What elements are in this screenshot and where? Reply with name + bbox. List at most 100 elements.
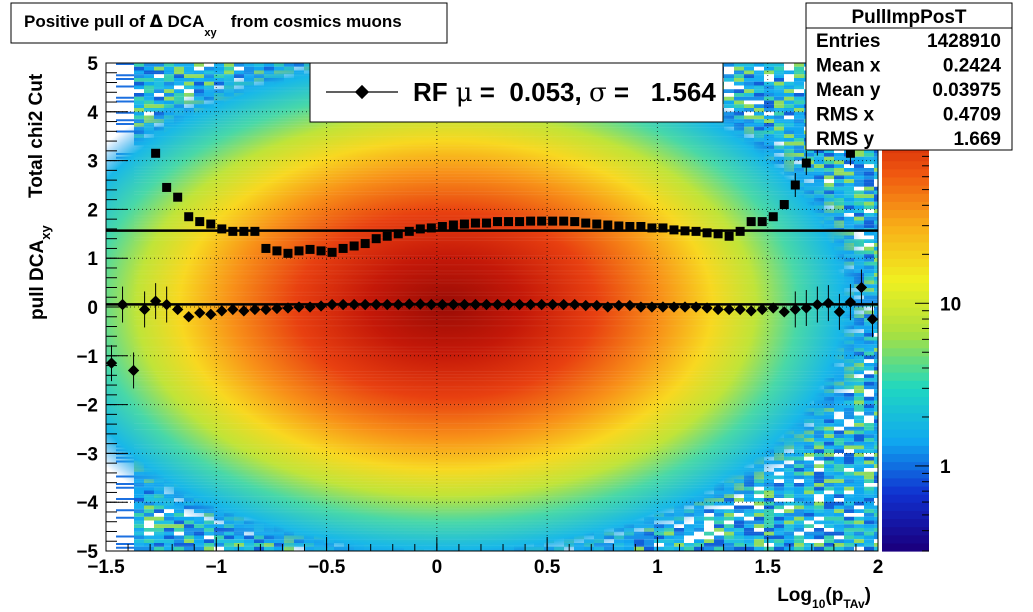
- mean-point: [833, 306, 846, 318]
- mean-point: [260, 303, 272, 316]
- rms-point: [338, 243, 348, 253]
- mean-point: [811, 298, 823, 311]
- rms-point: [658, 223, 668, 233]
- mean-point: [293, 301, 305, 313]
- x-tick-label: 0: [432, 557, 443, 578]
- mean-point: [315, 300, 327, 312]
- mean-point: [558, 298, 570, 311]
- rms-point: [614, 221, 624, 231]
- stats-label: RMS y: [816, 129, 875, 150]
- x-tick-label: 2: [873, 557, 884, 578]
- x-tick-label: 0.5: [534, 557, 561, 578]
- rms-point: [669, 225, 679, 235]
- mean-point: [249, 303, 261, 316]
- title-box: [10, 2, 448, 44]
- mean-point: [679, 301, 691, 313]
- rms-point: [515, 217, 525, 227]
- y-tick-label: 0: [87, 298, 98, 319]
- stats-label: Mean x: [816, 56, 881, 77]
- rms-point: [228, 226, 238, 236]
- y-tick-label: 3: [87, 152, 98, 173]
- rms-point: [437, 221, 447, 231]
- mean-point: [480, 298, 493, 311]
- x-tick-label: 1.5: [755, 557, 782, 578]
- mean-point: [800, 302, 812, 314]
- mean-point: [183, 311, 195, 323]
- stats-label: Entries: [816, 31, 880, 52]
- mean-point: [602, 301, 614, 313]
- mean-point: [458, 298, 471, 311]
- mean-point: [216, 305, 228, 317]
- mean-point: [127, 364, 140, 377]
- y-tick-label: −4: [76, 493, 98, 514]
- stats-value: 0.03975: [932, 80, 1001, 101]
- mean-point: [767, 302, 779, 314]
- rms-point: [426, 223, 436, 233]
- rms-point: [393, 229, 403, 239]
- y-tick-label: 5: [87, 54, 98, 75]
- y-tick-label: 1: [87, 249, 98, 270]
- rms-point: [250, 226, 260, 236]
- rms-point: [283, 248, 293, 258]
- mean-point: [547, 298, 559, 311]
- mean-point: [469, 298, 482, 311]
- rms-point: [360, 239, 370, 249]
- mean-point: [734, 303, 746, 316]
- rms-point: [790, 180, 800, 190]
- rms-point: [404, 226, 414, 236]
- rms-point: [845, 148, 855, 158]
- y-tick-label: −1: [76, 347, 98, 368]
- mean-point: [668, 301, 680, 313]
- mean-point: [282, 302, 294, 314]
- rms-point: [691, 226, 701, 236]
- rms-point: [537, 216, 547, 226]
- rms-point: [526, 216, 536, 226]
- rms-point: [548, 216, 558, 226]
- rms-point: [768, 212, 778, 222]
- rms-point: [636, 221, 646, 231]
- stats-name: PullImpPosT: [851, 7, 966, 28]
- x-tick-label: −0.5: [308, 557, 346, 578]
- y-tick-label: −5: [76, 542, 98, 563]
- mean-point: [304, 301, 316, 313]
- stats-label: RMS x: [816, 105, 875, 126]
- rms-point: [801, 158, 811, 168]
- mean-point: [535, 298, 548, 311]
- mean-point: [524, 298, 537, 311]
- rms-point: [581, 218, 591, 228]
- mean-point: [712, 303, 724, 316]
- mean-point: [425, 298, 437, 311]
- rms-point: [470, 218, 480, 228]
- rms-point: [382, 231, 392, 241]
- mean-point: [138, 303, 151, 316]
- rms-point: [746, 217, 756, 227]
- mean-point: [205, 308, 217, 320]
- mean-point: [414, 298, 426, 310]
- rms-point: [592, 219, 602, 229]
- rms-point: [415, 224, 425, 234]
- stats-value: 0.4709: [943, 105, 1001, 126]
- rms-point: [779, 200, 789, 210]
- mean-point: [613, 299, 625, 312]
- mean-point: [701, 302, 713, 314]
- rms-point: [327, 247, 337, 257]
- rms-point: [261, 243, 271, 253]
- mean-point: [635, 301, 647, 313]
- mean-point: [161, 298, 173, 311]
- stats-value: 0.2424: [943, 56, 1002, 77]
- rms-point: [459, 219, 469, 229]
- mean-point: [789, 303, 801, 316]
- mean-point: [822, 297, 835, 309]
- mean-point: [657, 301, 669, 313]
- mean-point: [149, 295, 162, 307]
- rms-point: [448, 220, 458, 230]
- chart-title: Positive pull of Δ DCAxy from cosmics mu…: [24, 12, 402, 39]
- mean-point: [359, 298, 371, 311]
- rms-point: [625, 221, 635, 231]
- rms-point: [162, 182, 172, 192]
- palette-tick-label: 1: [940, 457, 951, 478]
- stats-value: 1428910: [927, 31, 1001, 52]
- rms-point: [371, 234, 381, 244]
- mean-point: [348, 298, 360, 311]
- rms-point: [239, 226, 249, 236]
